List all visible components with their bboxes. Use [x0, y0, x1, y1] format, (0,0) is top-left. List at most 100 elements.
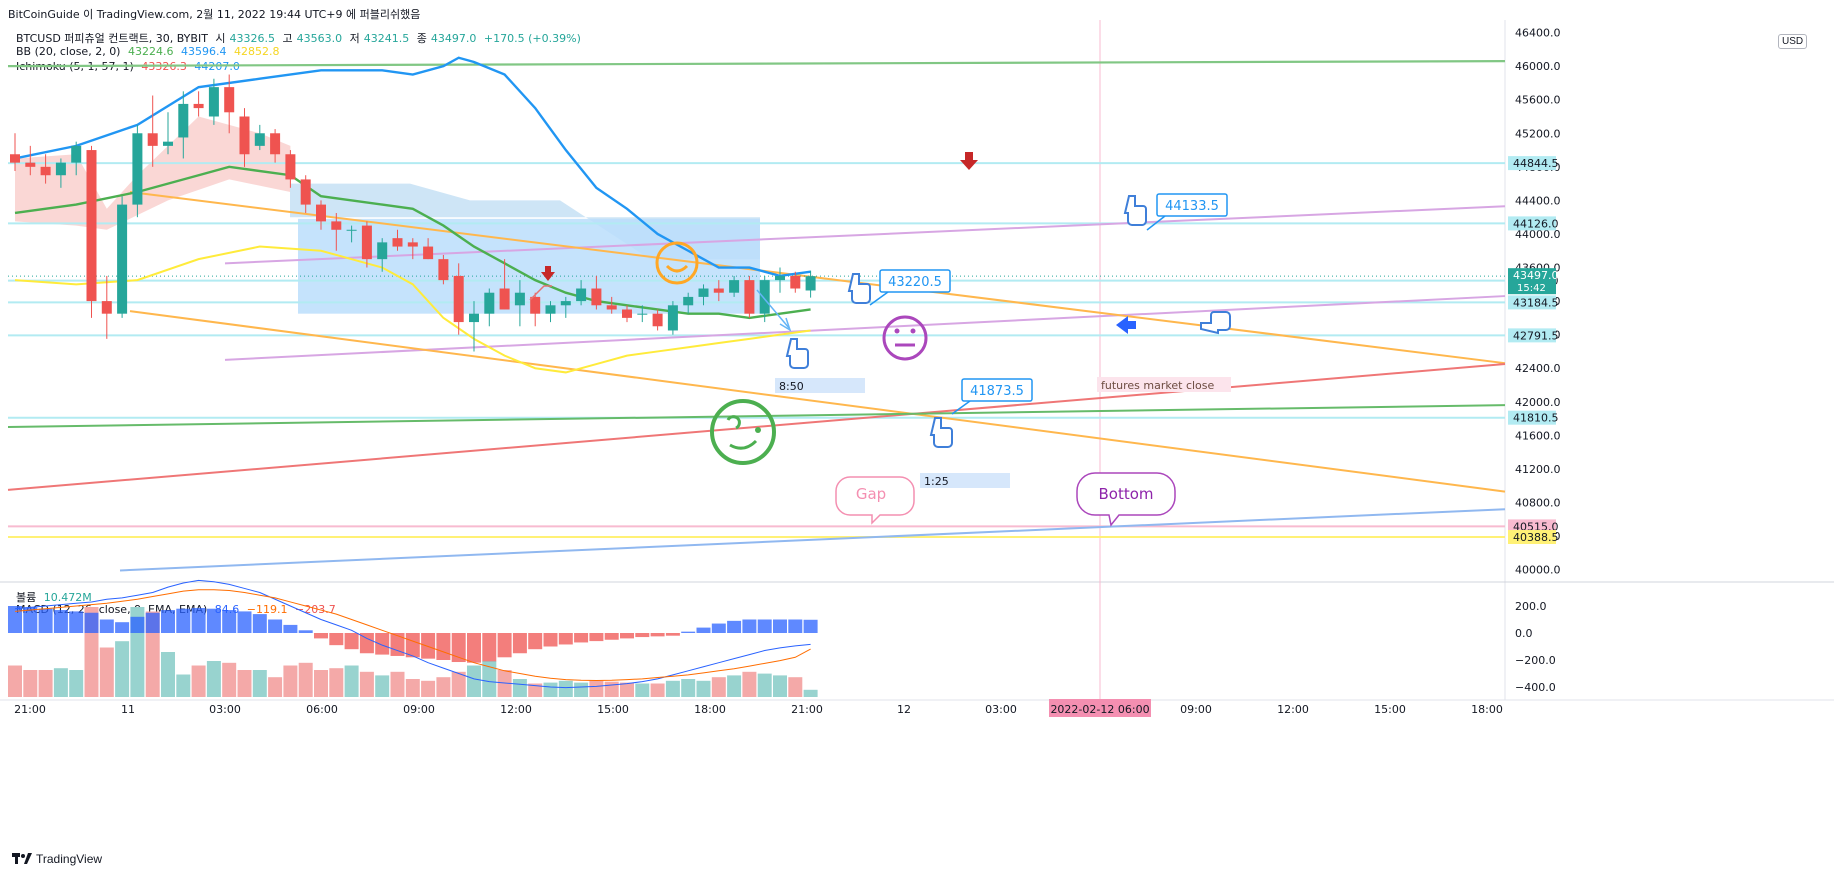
symbol-name[interactable]: BTCUSD 퍼피츄얼 컨트랙트, 30, BYBIT: [16, 32, 208, 45]
hand-shape: [785, 338, 809, 369]
macd-hist-bar: [773, 619, 787, 633]
candle-body[interactable]: [361, 225, 372, 260]
macd-hist-bar: [314, 633, 328, 639]
ohlc-high: 고 43563.0: [282, 32, 343, 45]
candle-body[interactable]: [591, 288, 602, 306]
candle-body[interactable]: [117, 204, 128, 314]
signal-line: [14, 589, 811, 682]
volume-bar: [650, 683, 665, 697]
macd-hist-bar: [711, 623, 726, 633]
volume-bar: [574, 682, 589, 697]
candle-body[interactable]: [576, 288, 587, 302]
signal-value: −119.1: [246, 603, 288, 616]
candle-body[interactable]: [499, 288, 510, 310]
candle-body[interactable]: [530, 296, 541, 314]
candle-body[interactable]: [698, 288, 709, 297]
volume-bar: [344, 665, 359, 697]
candle-body[interactable]: [560, 301, 571, 306]
candle-body[interactable]: [469, 313, 479, 323]
volume-bar: [23, 670, 38, 697]
candle-body[interactable]: [25, 162, 36, 167]
volume-bar: [375, 675, 390, 697]
currency-button[interactable]: USD: [1778, 34, 1808, 49]
trend-line[interactable]: [119, 508, 1506, 572]
candle-body[interactable]: [484, 292, 495, 314]
candle-body[interactable]: [208, 87, 219, 117]
candle-body[interactable]: [71, 145, 82, 163]
candle-body[interactable]: [377, 242, 388, 260]
arrow-left-icon: [1116, 316, 1136, 334]
macd-hist-bar: [145, 612, 160, 633]
candle-body[interactable]: [683, 296, 694, 306]
candle-body[interactable]: [453, 275, 464, 323]
candle-body[interactable]: [300, 179, 311, 205]
bottom-bubble[interactable]: [1076, 472, 1176, 527]
candle-body[interactable]: [667, 305, 678, 331]
candle-body[interactable]: [224, 87, 235, 113]
candle-body[interactable]: [713, 288, 724, 293]
volume-bar: [635, 683, 650, 697]
volume-bar: [252, 670, 267, 697]
candle-body[interactable]: [790, 275, 801, 289]
candle-body[interactable]: [178, 103, 189, 138]
bb-legend[interactable]: BB (20, close, 2, 0) 43224.6 43596.4 428…: [16, 45, 283, 58]
macd-hist-bar: [482, 633, 497, 662]
candle-body[interactable]: [132, 133, 143, 205]
macd-hist-bar: [497, 633, 512, 658]
footer-brand[interactable]: TradingView: [12, 852, 102, 866]
candle-body[interactable]: [254, 133, 265, 146]
gap-bubble[interactable]: [835, 476, 915, 525]
candle-body[interactable]: [545, 305, 556, 314]
candle-body[interactable]: [744, 280, 755, 314]
callout-box[interactable]: [1156, 193, 1228, 217]
candle-body[interactable]: [10, 154, 20, 163]
candle-body[interactable]: [193, 103, 204, 109]
trend-line[interactable]: [7, 404, 1506, 428]
trend-line[interactable]: [129, 191, 1506, 365]
x-tick-label: 06:00: [306, 703, 338, 716]
candle-body[interactable]: [805, 276, 816, 291]
candle-body[interactable]: [407, 242, 418, 247]
candle-body[interactable]: [101, 301, 112, 314]
candle-body[interactable]: [331, 221, 342, 230]
candle-body[interactable]: [652, 313, 663, 327]
candle-body[interactable]: [270, 133, 281, 155]
macd-hist-bar: [574, 633, 589, 643]
volume-bar: [497, 670, 512, 697]
candle-body[interactable]: [759, 280, 770, 314]
candle-body[interactable]: [622, 309, 632, 318]
volume-legend[interactable]: 볼륨 10.472M: [16, 589, 96, 605]
candle-body[interactable]: [514, 292, 525, 306]
candle-body[interactable]: [40, 166, 51, 176]
trend-line[interactable]: [7, 363, 1506, 491]
candle-body[interactable]: [346, 229, 357, 231]
candle-body[interactable]: [775, 275, 785, 281]
candle-body[interactable]: [86, 150, 97, 302]
candle-body[interactable]: [55, 162, 66, 176]
trend-line[interactable]: [224, 205, 1506, 265]
candle-body[interactable]: [729, 280, 740, 293]
trend-line[interactable]: [129, 310, 1506, 493]
trend-line[interactable]: [7, 60, 1506, 68]
volume-bar: [482, 661, 497, 697]
footer-brand-label: TradingView: [36, 852, 103, 866]
range-label: 1:25: [924, 475, 949, 488]
trend-line[interactable]: [224, 295, 1506, 361]
drawn-arrow-head: [779, 317, 792, 332]
macd-hist-bar: [38, 608, 53, 633]
candle-body[interactable]: [438, 259, 449, 281]
candle-body[interactable]: [606, 305, 617, 310]
callout-box[interactable]: [879, 269, 951, 293]
candle-body[interactable]: [285, 154, 296, 180]
candle-body[interactable]: [316, 204, 326, 222]
callout-box[interactable]: [961, 378, 1033, 402]
candle-body[interactable]: [163, 141, 173, 146]
candle-body[interactable]: [637, 313, 648, 315]
candle-body[interactable]: [392, 238, 403, 247]
gap-bubble-text: Gap: [856, 485, 886, 503]
candle-body[interactable]: [239, 116, 250, 155]
volume-bar: [681, 679, 696, 697]
candle-body[interactable]: [147, 133, 158, 146]
candle-body[interactable]: [423, 246, 434, 260]
